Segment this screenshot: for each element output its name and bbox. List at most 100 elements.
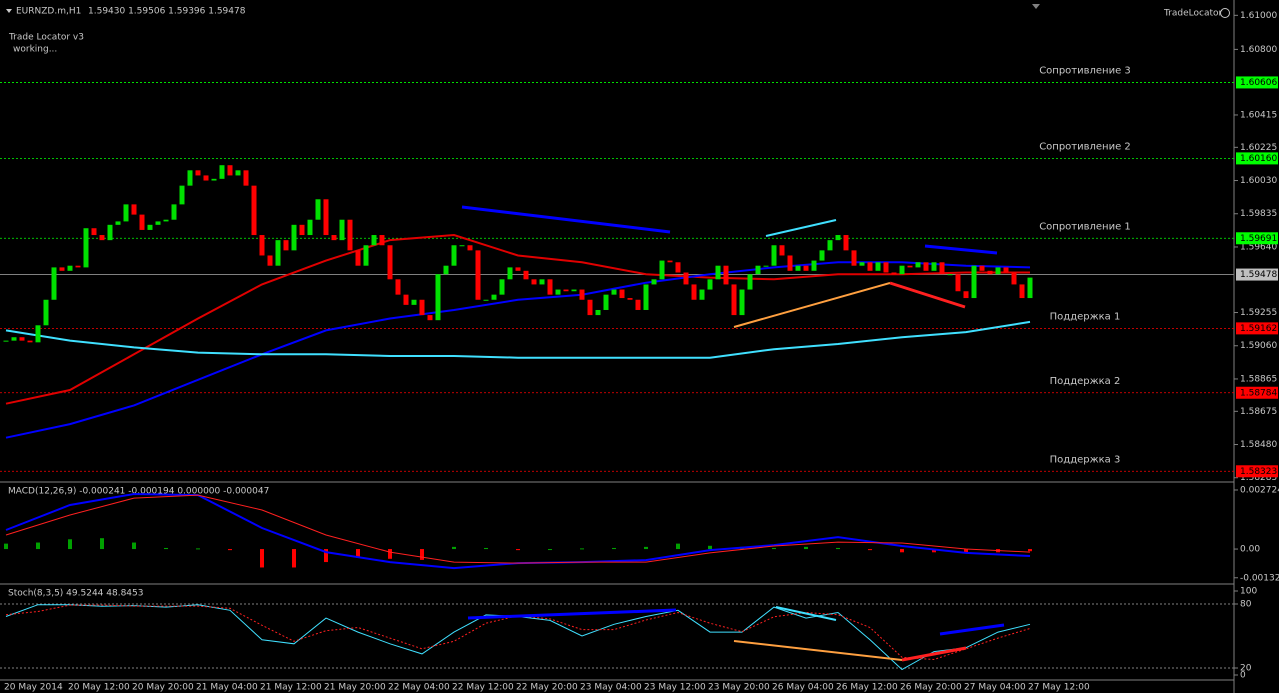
- candle: [675, 262, 681, 273]
- current-price-badge: [1236, 268, 1278, 281]
- candle: [803, 265, 809, 271]
- y-tick-label: 1.59255: [1240, 308, 1277, 318]
- macd-bar: [676, 543, 680, 550]
- candle: [3, 340, 9, 342]
- y-tick-label: 0.002724: [1240, 485, 1279, 495]
- candle: [475, 250, 481, 300]
- candle: [691, 284, 697, 300]
- candle: [299, 224, 305, 236]
- level-badge-label: 1.60606: [1240, 78, 1277, 88]
- x-tick-label: 20 May 2014: [4, 683, 63, 693]
- level-badge-label: 1.58784: [1240, 388, 1277, 398]
- candle: [387, 245, 393, 280]
- candle: [19, 337, 25, 341]
- macd-bar: [420, 549, 424, 560]
- level-badge-label: 1.59691: [1240, 234, 1277, 244]
- candle: [315, 199, 321, 220]
- candle: [35, 325, 41, 343]
- indicator-status: working...: [13, 45, 57, 55]
- candle: [1003, 267, 1009, 273]
- candle: [891, 272, 897, 275]
- candle: [395, 279, 401, 295]
- badge-icon[interactable]: [1220, 8, 1230, 18]
- x-tick-label: 22 May 04:00: [388, 683, 450, 693]
- level-badge: [1236, 386, 1278, 399]
- candle: [899, 265, 905, 275]
- x-tick-label: 27 May 04:00: [964, 683, 1026, 693]
- candle: [963, 291, 969, 299]
- candle: [259, 235, 265, 256]
- candle: [179, 185, 185, 205]
- ohlc: 1.59430 1.59506 1.59396 1.59478: [88, 7, 246, 17]
- candle: [659, 260, 665, 280]
- menu-arrow[interactable]: [6, 9, 12, 13]
- candle: [403, 294, 409, 305]
- candle: [467, 245, 473, 251]
- x-tick-label: 21 May 20:00: [324, 683, 386, 693]
- candle: [523, 270, 529, 280]
- level-name: Поддержка 3: [1050, 454, 1121, 465]
- candle: [755, 265, 761, 275]
- candle: [667, 260, 673, 263]
- y-tick-label: 0: [1240, 671, 1246, 681]
- macd-bar: [260, 549, 264, 568]
- x-tick-label: 21 May 04:00: [196, 683, 258, 693]
- candle: [819, 250, 825, 261]
- candle: [835, 235, 841, 241]
- y-tick-label: -0.001325: [1240, 573, 1279, 583]
- candle: [571, 289, 577, 292]
- macd-bar: [708, 545, 712, 550]
- x-tick-label: 26 May 20:00: [900, 683, 962, 693]
- candle: [379, 235, 385, 246]
- candle: [443, 265, 449, 275]
- candle: [867, 262, 873, 271]
- candle: [59, 267, 65, 271]
- candle: [731, 284, 737, 316]
- candle: [339, 219, 345, 241]
- x-tick-label: 27 May 12:00: [1028, 683, 1090, 693]
- macd-bar: [612, 547, 616, 550]
- candle: [419, 299, 425, 316]
- macd-bar: [964, 549, 968, 554]
- candle: [915, 262, 921, 268]
- candle: [331, 235, 337, 241]
- y-tick-label: 100: [1240, 587, 1257, 597]
- y-tick-label: 1.58675: [1240, 407, 1277, 417]
- candle: [763, 265, 769, 267]
- candle: [995, 267, 1001, 275]
- candle: [187, 170, 193, 186]
- candle: [227, 165, 233, 176]
- candle: [883, 262, 889, 273]
- macd-bar: [644, 546, 648, 550]
- candle: [555, 289, 561, 295]
- y-tick-label: 1.61000: [1240, 11, 1277, 21]
- trendline: [467, 608, 677, 620]
- candle: [147, 224, 153, 230]
- x-tick-label: 20 May 12:00: [68, 683, 130, 693]
- candle: [491, 294, 497, 300]
- x-tick-label: 26 May 04:00: [772, 683, 834, 693]
- shift-marker: [1032, 4, 1040, 9]
- badge[interactable]: TradeLocator: [1163, 9, 1223, 19]
- candle: [723, 265, 729, 285]
- x-tick-label: 20 May 20:00: [132, 683, 194, 693]
- candle: [483, 299, 489, 301]
- candle: [515, 267, 521, 271]
- candle: [347, 219, 353, 251]
- candle: [51, 267, 57, 300]
- candle: [211, 178, 217, 181]
- candle: [875, 262, 881, 271]
- candle: [979, 265, 985, 271]
- candle: [627, 298, 633, 300]
- candle: [843, 235, 849, 251]
- y-tick-label: 1.60415: [1240, 110, 1277, 120]
- level-badge: [1236, 76, 1278, 89]
- candle: [699, 289, 705, 300]
- candle: [243, 170, 249, 186]
- level-badge: [1236, 322, 1278, 335]
- trendline: [765, 219, 837, 237]
- candle: [75, 265, 81, 268]
- y-tick-label: 1.59835: [1240, 209, 1277, 219]
- candle: [707, 279, 713, 290]
